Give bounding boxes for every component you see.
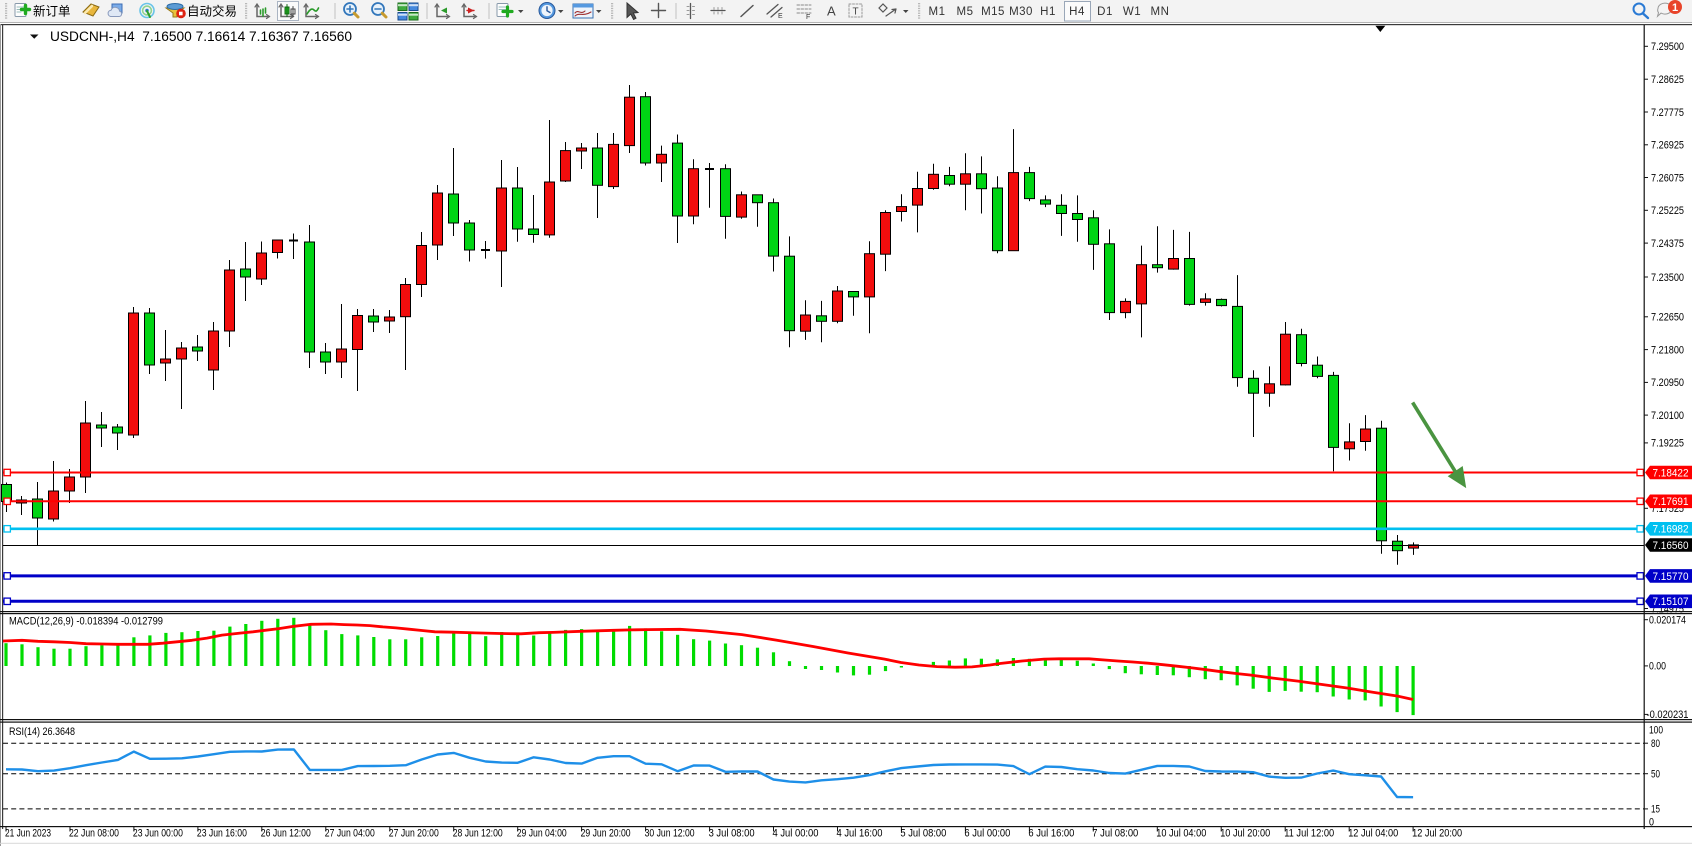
svg-text:7.22650: 7.22650 bbox=[1651, 312, 1684, 324]
svg-text:27 Jun 20:00: 27 Jun 20:00 bbox=[389, 828, 439, 840]
svg-text:11 Jul 12:00: 11 Jul 12:00 bbox=[1284, 828, 1334, 840]
svg-text:W1: W1 bbox=[1123, 6, 1141, 18]
svg-text:7.21800: 7.21800 bbox=[1651, 344, 1684, 356]
svg-text:7.27775: 7.27775 bbox=[1651, 107, 1684, 119]
svg-text:M1: M1 bbox=[929, 6, 946, 18]
svg-text:USDCNH-,H4 7.16500 7.16614 7.: USDCNH-,H4 7.16500 7.16614 7.16367 7.165… bbox=[50, 29, 352, 44]
svg-text:3 Jul 08:00: 3 Jul 08:00 bbox=[709, 828, 755, 840]
svg-text:7.20950: 7.20950 bbox=[1651, 377, 1684, 389]
svg-text:7.25225: 7.25225 bbox=[1651, 205, 1684, 217]
svg-text:7.15107: 7.15107 bbox=[1653, 596, 1689, 608]
svg-text:D1: D1 bbox=[1097, 6, 1113, 18]
svg-text:M30: M30 bbox=[1009, 6, 1033, 18]
svg-text:0: 0 bbox=[1649, 817, 1654, 829]
svg-text:0.00: 0.00 bbox=[1649, 661, 1666, 673]
svg-text:F: F bbox=[806, 14, 810, 21]
svg-text:RSI(14) 26.3648: RSI(14) 26.3648 bbox=[9, 726, 75, 738]
svg-text:H1: H1 bbox=[1040, 6, 1056, 18]
svg-text:T: T bbox=[853, 7, 859, 18]
svg-text:10 Jul 04:00: 10 Jul 04:00 bbox=[1156, 828, 1206, 840]
svg-text:10 Jul 20:00: 10 Jul 20:00 bbox=[1220, 828, 1270, 840]
svg-text:7.26925: 7.26925 bbox=[1651, 140, 1684, 152]
svg-text:7.19225: 7.19225 bbox=[1651, 438, 1684, 450]
svg-text:100: 100 bbox=[1649, 725, 1663, 737]
svg-text:26 Jun 12:00: 26 Jun 12:00 bbox=[261, 828, 311, 840]
svg-text:12 Jul 20:00: 12 Jul 20:00 bbox=[1412, 828, 1462, 840]
svg-text:H4: H4 bbox=[1069, 6, 1085, 18]
svg-text:80: 80 bbox=[1651, 738, 1660, 750]
svg-text:7.18422: 7.18422 bbox=[1653, 467, 1689, 479]
svg-text:4 Jul 00:00: 4 Jul 00:00 bbox=[773, 828, 819, 840]
svg-text:新订单: 新订单 bbox=[33, 4, 71, 19]
svg-text:A: A bbox=[827, 4, 836, 19]
svg-text:7.17691: 7.17691 bbox=[1653, 496, 1689, 508]
svg-text:28 Jun 12:00: 28 Jun 12:00 bbox=[453, 828, 503, 840]
svg-text:7.16560: 7.16560 bbox=[1653, 540, 1689, 552]
svg-text:7.15770: 7.15770 bbox=[1653, 571, 1689, 583]
svg-text:50: 50 bbox=[1651, 769, 1660, 781]
svg-text:7.24375: 7.24375 bbox=[1651, 238, 1684, 250]
svg-text:0.020174: 0.020174 bbox=[1649, 615, 1686, 627]
svg-text:MN: MN bbox=[1151, 6, 1170, 18]
svg-text:7.16982: 7.16982 bbox=[1653, 524, 1689, 536]
svg-text:6 Jul 16:00: 6 Jul 16:00 bbox=[1028, 828, 1074, 840]
svg-text:1: 1 bbox=[1672, 2, 1678, 14]
svg-text:MACD(12,26,9) -0.018394 -0.012: MACD(12,26,9) -0.018394 -0.012799 bbox=[9, 616, 163, 628]
svg-text:7 Jul 08:00: 7 Jul 08:00 bbox=[1092, 828, 1138, 840]
svg-text:29 Jun 04:00: 29 Jun 04:00 bbox=[517, 828, 567, 840]
svg-text:E: E bbox=[778, 13, 783, 20]
svg-text:M15: M15 bbox=[981, 6, 1005, 18]
svg-text:7.23500: 7.23500 bbox=[1651, 272, 1684, 284]
svg-text:21 Jun 2023: 21 Jun 2023 bbox=[5, 828, 51, 840]
svg-text:7.28625: 7.28625 bbox=[1651, 74, 1684, 86]
svg-text:30 Jun 12:00: 30 Jun 12:00 bbox=[645, 828, 695, 840]
svg-text:6 Jul 00:00: 6 Jul 00:00 bbox=[964, 828, 1010, 840]
svg-text:15: 15 bbox=[1651, 804, 1660, 816]
svg-text:4 Jul 16:00: 4 Jul 16:00 bbox=[837, 828, 883, 840]
svg-text:自动交易: 自动交易 bbox=[187, 4, 237, 19]
svg-text:7.29500: 7.29500 bbox=[1651, 41, 1684, 53]
svg-text:7.26075: 7.26075 bbox=[1651, 172, 1684, 184]
svg-text:M5: M5 bbox=[957, 6, 974, 18]
svg-text:27 Jun 04:00: 27 Jun 04:00 bbox=[325, 828, 375, 840]
svg-text:29 Jun 20:00: 29 Jun 20:00 bbox=[581, 828, 631, 840]
svg-text:-0.020231: -0.020231 bbox=[1647, 709, 1689, 721]
svg-text:7.20100: 7.20100 bbox=[1651, 410, 1684, 422]
svg-text:23 Jun 00:00: 23 Jun 00:00 bbox=[133, 828, 183, 840]
svg-text:5 Jul 08:00: 5 Jul 08:00 bbox=[900, 828, 946, 840]
svg-text:12 Jul 04:00: 12 Jul 04:00 bbox=[1348, 828, 1398, 840]
svg-text:23 Jun 16:00: 23 Jun 16:00 bbox=[197, 828, 247, 840]
svg-text:22 Jun 08:00: 22 Jun 08:00 bbox=[69, 828, 119, 840]
